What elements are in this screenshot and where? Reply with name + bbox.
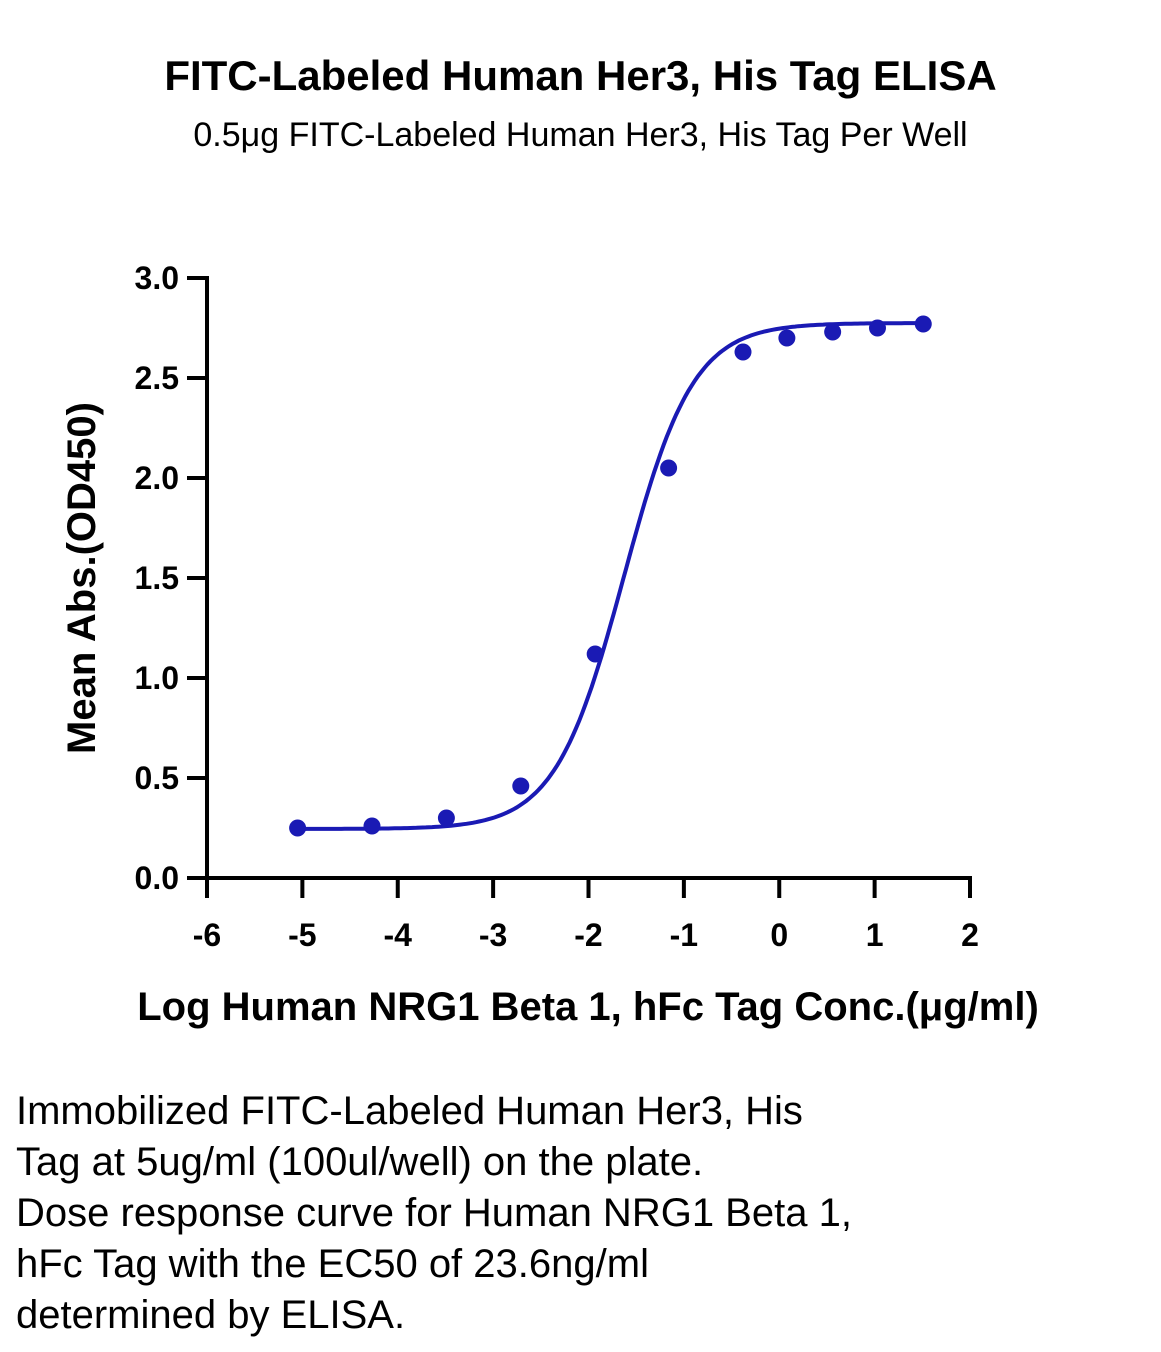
y-tick-label: 1.5 bbox=[135, 560, 179, 596]
caption-line: Immobilized FITC-Labeled Human Her3, His bbox=[16, 1089, 803, 1133]
y-axis-title: Mean Abs.(OD450) bbox=[60, 402, 104, 754]
x-tick-label: -6 bbox=[193, 917, 221, 953]
data-point bbox=[734, 343, 752, 361]
chart-subtitle: 0.5μg FITC-Labeled Human Her3, His Tag P… bbox=[193, 116, 968, 154]
data-points bbox=[289, 315, 932, 837]
x-tick-label: -3 bbox=[479, 917, 507, 953]
y-tick-label: 3.0 bbox=[135, 260, 179, 296]
caption: Immobilized FITC-Labeled Human Her3, His… bbox=[16, 1086, 1016, 1341]
caption-line: hFc Tag with the EC50 of 23.6ng/ml bbox=[16, 1242, 649, 1286]
chart-title: FITC-Labeled Human Her3, His Tag ELISA bbox=[164, 52, 997, 99]
data-point bbox=[586, 645, 604, 663]
y-axis-ticks: 0.0 0.5 1.0 1.5 2.0 2.5 3.0 bbox=[135, 260, 207, 896]
x-tick-label: -5 bbox=[288, 917, 316, 953]
x-tick-label: -1 bbox=[670, 917, 698, 953]
dose-response-chart: 0.0 0.5 1.0 1.5 2.0 2.5 3.0 -6 -5 -4 -3 -2 -1 0 1 2 Me… bbox=[60, 260, 1039, 1029]
y-tick-label: 0.0 bbox=[135, 860, 179, 896]
caption-line: Tag at 5ug/ml (100ul/well) on the plate. bbox=[16, 1140, 704, 1184]
data-point bbox=[824, 323, 842, 341]
x-axis-title: Log Human NRG1 Beta 1, hFc Tag Conc.(μg/… bbox=[137, 985, 1039, 1029]
data-point bbox=[778, 329, 796, 347]
data-point bbox=[914, 315, 932, 333]
x-tick-label: -2 bbox=[574, 917, 602, 953]
y-tick-label: 2.0 bbox=[135, 460, 179, 496]
data-point bbox=[868, 319, 886, 337]
caption-line: Dose response curve for Human NRG1 Beta … bbox=[16, 1191, 852, 1235]
y-tick-label: 0.5 bbox=[135, 760, 179, 796]
x-axis-ticks: -6 -5 -4 -3 -2 -1 0 1 2 bbox=[193, 878, 979, 953]
axes bbox=[205, 276, 972, 880]
caption-line: determined by ELISA. bbox=[16, 1293, 406, 1337]
data-point bbox=[363, 817, 381, 835]
x-tick-label: 2 bbox=[961, 917, 979, 953]
y-tick-label: 1.0 bbox=[135, 660, 179, 696]
x-tick-label: 1 bbox=[866, 917, 884, 953]
data-point bbox=[512, 777, 530, 795]
fit-curve bbox=[297, 321, 924, 831]
data-point bbox=[437, 809, 455, 827]
x-tick-label: 0 bbox=[770, 917, 788, 953]
data-point bbox=[289, 819, 307, 837]
y-tick-label: 2.5 bbox=[135, 360, 179, 396]
x-tick-label: -4 bbox=[384, 917, 413, 953]
data-point bbox=[660, 459, 678, 477]
